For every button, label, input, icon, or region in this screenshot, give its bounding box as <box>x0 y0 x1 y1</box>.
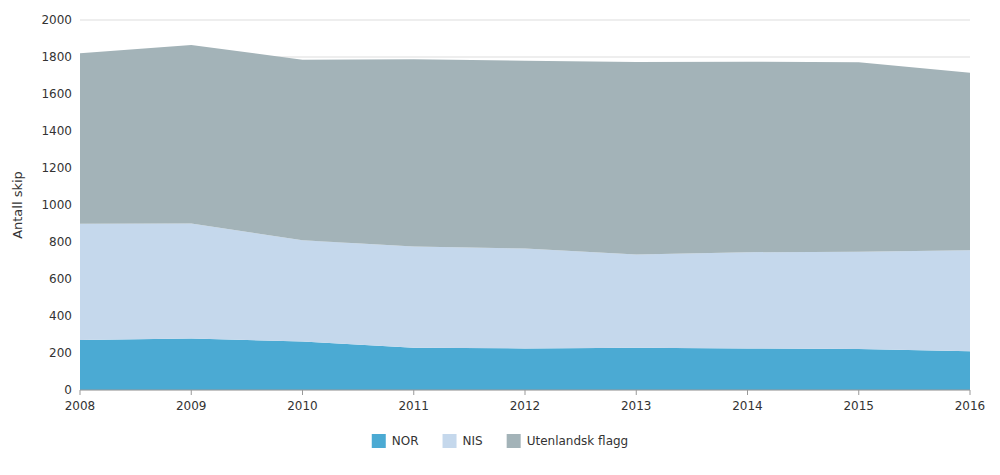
legend-swatch <box>507 434 521 448</box>
y-tick-label: 1400 <box>41 124 72 138</box>
y-tick-label: 400 <box>49 309 72 323</box>
legend-swatch <box>443 434 457 448</box>
x-tick-label: 2016 <box>955 399 986 413</box>
x-tick-label: 2008 <box>65 399 96 413</box>
y-tick-label: 800 <box>49 235 72 249</box>
x-tick-label: 2011 <box>398 399 429 413</box>
x-tick <box>858 390 859 395</box>
y-tick-label: 600 <box>49 272 72 286</box>
legend-label: NOR <box>392 434 419 448</box>
areas <box>80 45 970 390</box>
legend: NOR NIS Utenlandsk flagg <box>372 434 628 448</box>
legend-label: Utenlandsk flagg <box>527 434 629 448</box>
x-tick <box>525 390 526 395</box>
legend-swatch <box>372 434 386 448</box>
x-tick-label: 2013 <box>621 399 652 413</box>
area <box>80 45 970 254</box>
y-tick-label: 1200 <box>41 161 72 175</box>
y-axis-label: Antall skip <box>10 171 25 239</box>
y-tick-label: 0 <box>64 383 72 397</box>
x-tick <box>747 390 748 395</box>
y-tick-label: 200 <box>49 346 72 360</box>
x-tick <box>80 390 81 395</box>
x-tick-label: 2015 <box>843 399 874 413</box>
legend-label: NIS <box>463 434 483 448</box>
x-tick <box>191 390 192 395</box>
x-tick <box>636 390 637 395</box>
x-tick-label: 2010 <box>287 399 318 413</box>
chart: 0 200 400 600 800 1000 1200 1400 1600 1800 2000 200… <box>0 0 1000 475</box>
grid <box>80 20 970 390</box>
grid-line <box>80 20 970 21</box>
x-tick <box>970 390 971 395</box>
y-tick-label: 2000 <box>41 13 72 27</box>
y-tick-label: 1800 <box>41 50 72 64</box>
x-tick-label: 2014 <box>732 399 763 413</box>
x-tick <box>413 390 414 395</box>
y-tick-label: 1000 <box>41 198 72 212</box>
x-tick-label: 2012 <box>510 399 541 413</box>
x-tick <box>302 390 303 395</box>
y-tick-label: 1600 <box>41 87 72 101</box>
x-tick-label: 2009 <box>176 399 207 413</box>
